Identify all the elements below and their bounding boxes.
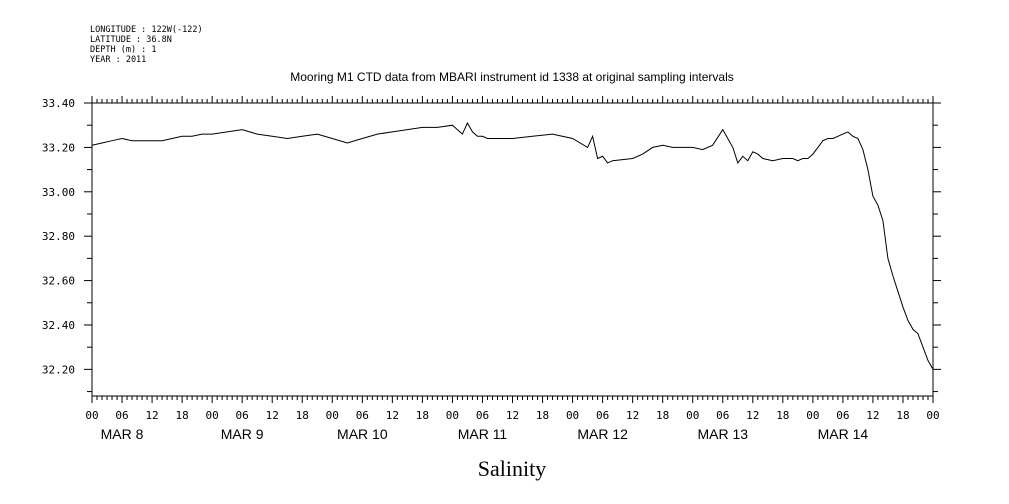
x-hour-label: 18	[536, 409, 549, 422]
depth-label: DEPTH (m) : 1	[90, 45, 157, 55]
y-tick-label: 33.00	[42, 186, 75, 199]
x-hour-label: 00	[326, 409, 339, 422]
x-hour-label: 18	[776, 409, 789, 422]
x-hour-label: 18	[896, 409, 909, 422]
x-hour-label: 12	[386, 409, 399, 422]
chart-title: Mooring M1 CTD data from MBARI instrumen…	[290, 70, 734, 84]
x-hour-label: 00	[686, 409, 699, 422]
x-day-label: MAR 10	[337, 426, 388, 442]
y-tick-label: 32.40	[42, 319, 75, 332]
x-hour-label: 00	[566, 409, 579, 422]
header-info: LONGITUDE : 122W(-122) LATITUDE : 36.8N …	[90, 25, 203, 65]
x-day-label: MAR 11	[458, 426, 508, 442]
x-hour-label: 06	[476, 409, 489, 422]
x-hour-label: 00	[926, 409, 939, 422]
x-hour-label: 18	[416, 409, 429, 422]
axis-ticks	[84, 96, 941, 403]
x-hour-label: 00	[806, 409, 819, 422]
x-hour-label: 00	[85, 409, 98, 422]
x-hour-label: 18	[296, 409, 309, 422]
x-day-label: MAR 14	[818, 426, 869, 442]
latitude-label: LATITUDE : 36.8N	[90, 35, 172, 45]
y-tick-label: 33.20	[42, 141, 75, 154]
x-hour-label: 12	[145, 409, 158, 422]
x-hour-label: 12	[866, 409, 879, 422]
series-layer	[91, 121, 934, 370]
x-hour-label: 12	[266, 409, 279, 422]
x-hour-labels: 00 06 12 18 00 06 12 18 00 06 12 18 00 06 12 18 00 06 12 18…	[85, 409, 939, 422]
y-tick-label: 32.60	[42, 275, 75, 288]
x-hour-label: 06	[115, 409, 128, 422]
x-day-labels: MAR 8 MAR 9 MAR 10 MAR 11 MAR 12 MAR 13 MAR 14	[101, 426, 869, 442]
plot-frame	[91, 102, 934, 397]
year-label: YEAR : 2011	[90, 55, 146, 65]
x-axis-title: Salinity	[478, 456, 546, 481]
x-hour-label: 06	[836, 409, 849, 422]
x-hour-label: 18	[175, 409, 188, 422]
x-day-label: MAR 9	[221, 426, 264, 442]
y-tick-labels: 32.20 32.40 32.60 32.80 33.00 33.20 33.40	[42, 97, 75, 376]
x-hour-label: 12	[746, 409, 759, 422]
x-hour-label: 18	[656, 409, 669, 422]
y-tick-label: 32.80	[42, 230, 75, 243]
x-hour-label: 00	[446, 409, 459, 422]
x-hour-label: 06	[236, 409, 249, 422]
x-hour-label: 00	[206, 409, 219, 422]
salinity-series-line	[91, 121, 934, 370]
y-tick-label: 32.20	[42, 363, 75, 376]
x-hour-label: 12	[626, 409, 639, 422]
x-day-label: MAR 13	[697, 426, 748, 442]
x-day-label: MAR 12	[577, 426, 628, 442]
x-hour-label: 06	[716, 409, 729, 422]
x-hour-label: 12	[506, 409, 519, 422]
x-hour-label: 06	[356, 409, 369, 422]
x-hour-label: 06	[596, 409, 609, 422]
y-tick-label: 33.40	[42, 97, 75, 110]
longitude-label: LONGITUDE : 122W(-122)	[90, 25, 203, 35]
x-day-label: MAR 8	[101, 426, 144, 442]
